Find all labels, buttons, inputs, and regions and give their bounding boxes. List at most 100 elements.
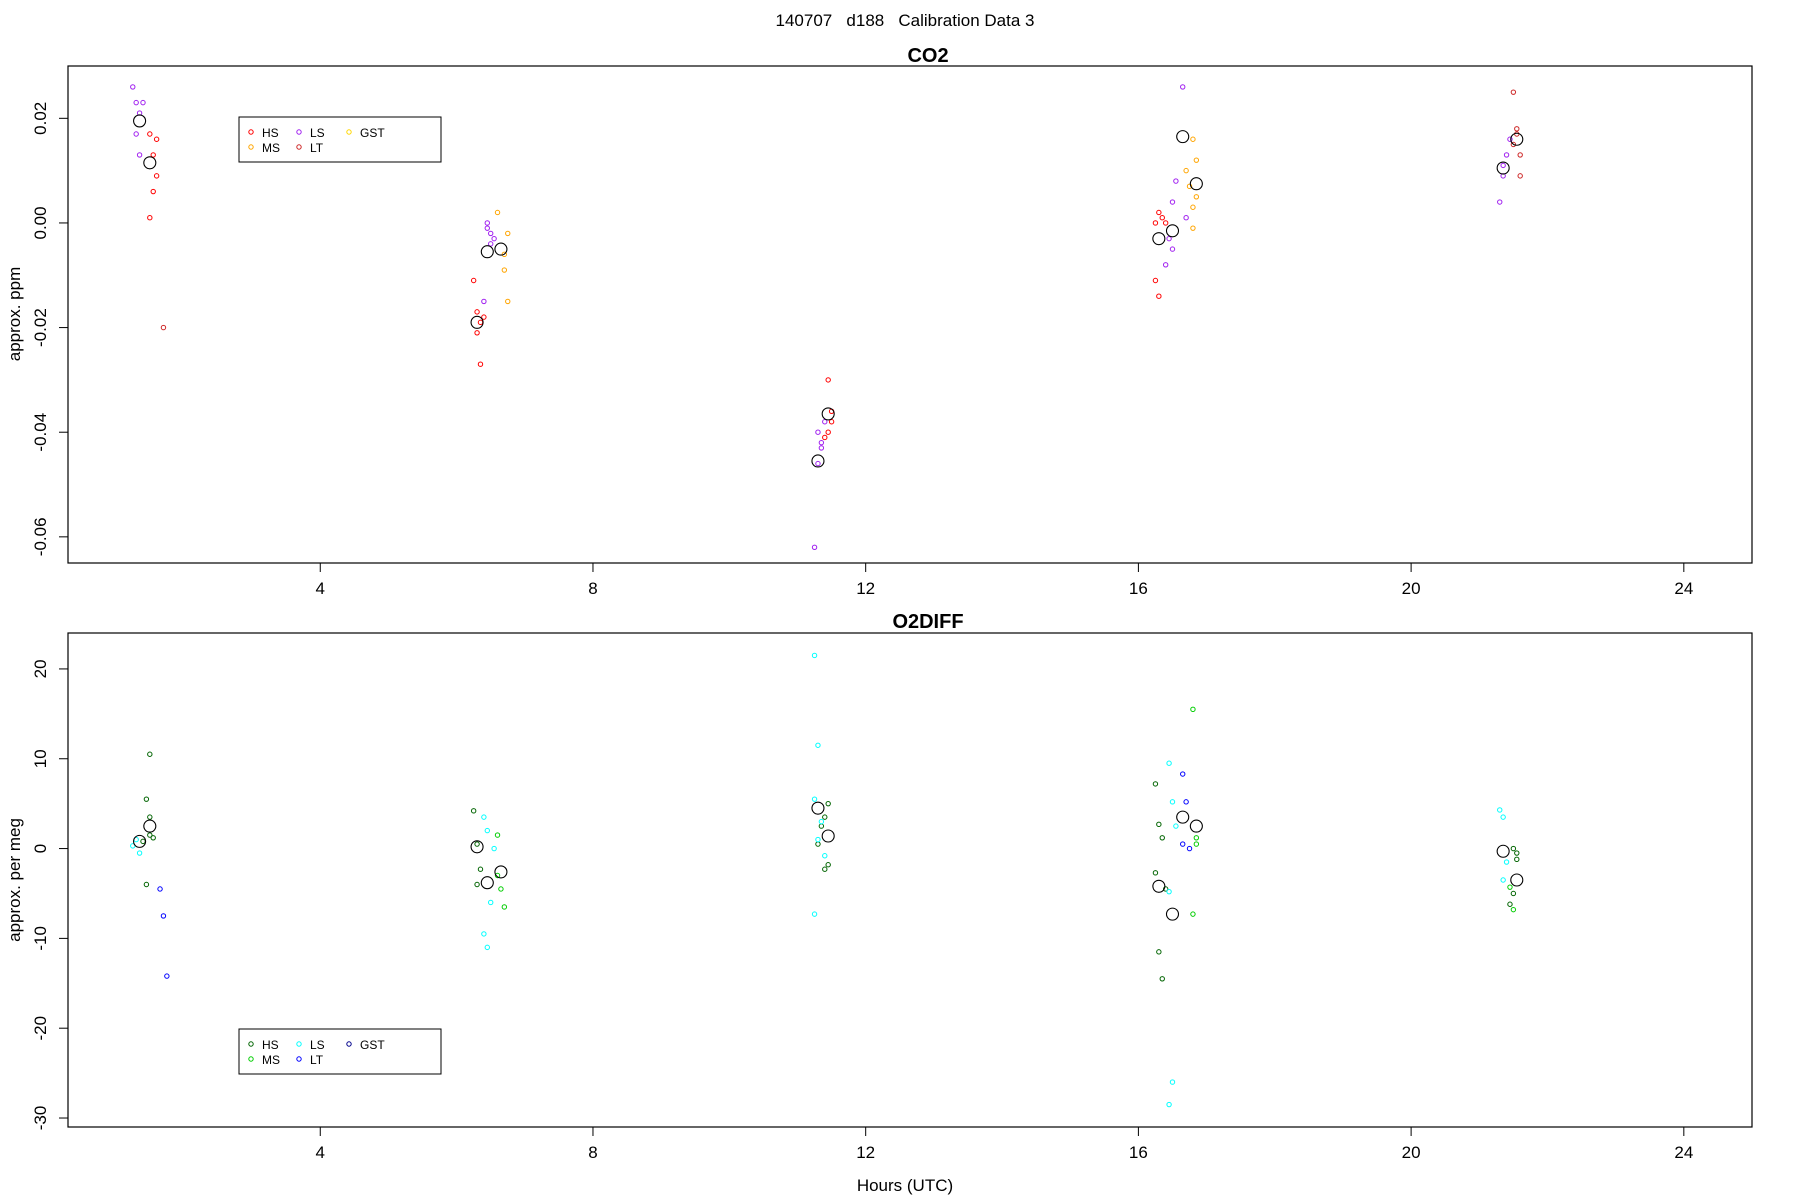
x-tick-label: 16 [1129,1143,1148,1162]
chart-title-co2: CO2 [907,45,948,67]
point-hs-o2diff [825,800,831,807]
point-ls-co2 [133,99,139,106]
mean-point-co2 [494,242,508,256]
point-hs-o2diff [822,866,828,872]
point-ms-o2diff [1507,884,1513,890]
mean-point-co2 [480,245,494,259]
y-tick-label: -30 [31,1106,50,1131]
mean-point-o2diff [821,829,835,843]
x-tick-label: 4 [316,579,325,598]
point-ms-o2diff [494,872,501,879]
point-ls-co2 [1166,235,1172,242]
point-hs-co2 [147,131,153,137]
x-axis-label-o2diff: Hours (UTC) [857,1176,953,1195]
point-lt-o2diff [1186,845,1193,852]
point-lt-o2diff [160,913,167,919]
point-ls-co2 [818,445,825,451]
point-ls-o2diff [1166,760,1172,766]
point-hs-co2 [1152,220,1159,226]
mean-point-co2 [811,454,825,468]
point-hs-o2diff [477,866,484,872]
legend-label-lt: LT [310,1053,324,1067]
mean-point-co2 [143,156,157,170]
point-ls-co2 [488,241,494,247]
mean-point-co2 [133,114,147,128]
mean-point-o2diff [1189,819,1203,833]
point-lt-co2 [1514,126,1520,132]
point-ms-co2 [1190,136,1196,142]
point-ls-o2diff [1169,799,1176,805]
point-ls-co2 [1180,84,1186,90]
point-hs-o2diff [147,832,153,838]
point-ls-o2diff [488,899,494,906]
x-tick-label: 20 [1402,579,1421,598]
point-hs-o2diff [1507,901,1513,907]
point-lt-o2diff [1183,799,1189,805]
point-ls-co2 [822,419,828,425]
point-ms-o2diff [1190,706,1196,713]
point-ls-o2diff [1166,1101,1172,1108]
point-ls-co2 [1169,246,1176,252]
point-ls-co2 [481,298,487,305]
point-hs-o2diff [143,796,150,802]
point-hs-co2 [1152,277,1159,284]
legend-label-ms: MS [262,141,280,155]
y-axis-label-co2: approx. ppm [5,267,24,362]
point-lt-o2diff [164,973,170,979]
point-ms-co2 [501,267,508,273]
y-tick-label: -10 [31,926,50,951]
point-ms-o2diff [1193,835,1200,841]
point-lt-co2 [1517,173,1523,179]
mean-point-co2 [1510,132,1524,146]
legend-o2diff: HS MS LS LT GST [238,1028,442,1075]
mean-point-o2diff [1152,879,1166,893]
point-hs-co2 [153,136,160,142]
x-tick-label: 24 [1674,579,1693,598]
y-tick-label: 20 [31,659,50,678]
point-hs-co2 [474,309,480,315]
point-ls-o2diff [481,931,487,937]
point-ls-o2diff [1166,888,1172,895]
point-ls-o2diff [1497,807,1503,813]
mean-point-o2diff [133,834,147,848]
y-axis-o2diff: -30 -20 -10 0 10 20 [31,659,69,1131]
point-ms-o2diff [501,904,508,910]
legend-box-o2diff [238,1028,442,1075]
mean-point-o2diff [1496,844,1510,858]
point-hs-o2diff [1152,870,1159,876]
point-hs-co2 [477,361,484,367]
mean-point-o2diff [143,819,157,833]
points-co2 [130,84,1524,551]
mean-point-co2 [1496,161,1510,175]
point-lt-o2diff [157,886,163,892]
y-axis-label-o2diff: approx. per meg [5,818,24,942]
point-hs-co2 [153,173,160,179]
point-ls-o2diff [1503,859,1510,865]
points-o2diff [130,652,1524,1108]
legend-marker-ls [296,1041,302,1047]
y-tick-label: -20 [31,1016,50,1041]
mean-point-o2diff [470,840,484,854]
point-hs-co2 [828,419,835,425]
point-ls-co2 [130,84,136,90]
point-ms-o2diff [494,832,501,838]
point-lt-o2diff [1180,771,1186,777]
x-axis-o2diff: 4 8 12 16 20 24 [316,1126,1693,1162]
point-hs-o2diff [143,881,150,888]
mean-point-o2diff [1165,907,1180,921]
point-ls-o2diff [815,742,821,748]
legend-label-gst: GST [360,126,385,140]
point-ls-o2diff [484,827,490,834]
point-hs-o2diff [822,814,828,820]
x-tick-label: 4 [316,1143,325,1162]
x-tick-label: 8 [588,579,597,598]
point-ls-co2 [133,131,139,137]
point-hs-co2 [481,314,487,320]
mean-point-o2diff [494,865,508,879]
point-hs-co2 [150,188,156,195]
y-tick-label: -0.04 [31,413,50,452]
point-ms-co2 [1193,194,1200,200]
point-ls-o2diff [811,796,818,802]
legend-marker-ms [248,1056,254,1062]
